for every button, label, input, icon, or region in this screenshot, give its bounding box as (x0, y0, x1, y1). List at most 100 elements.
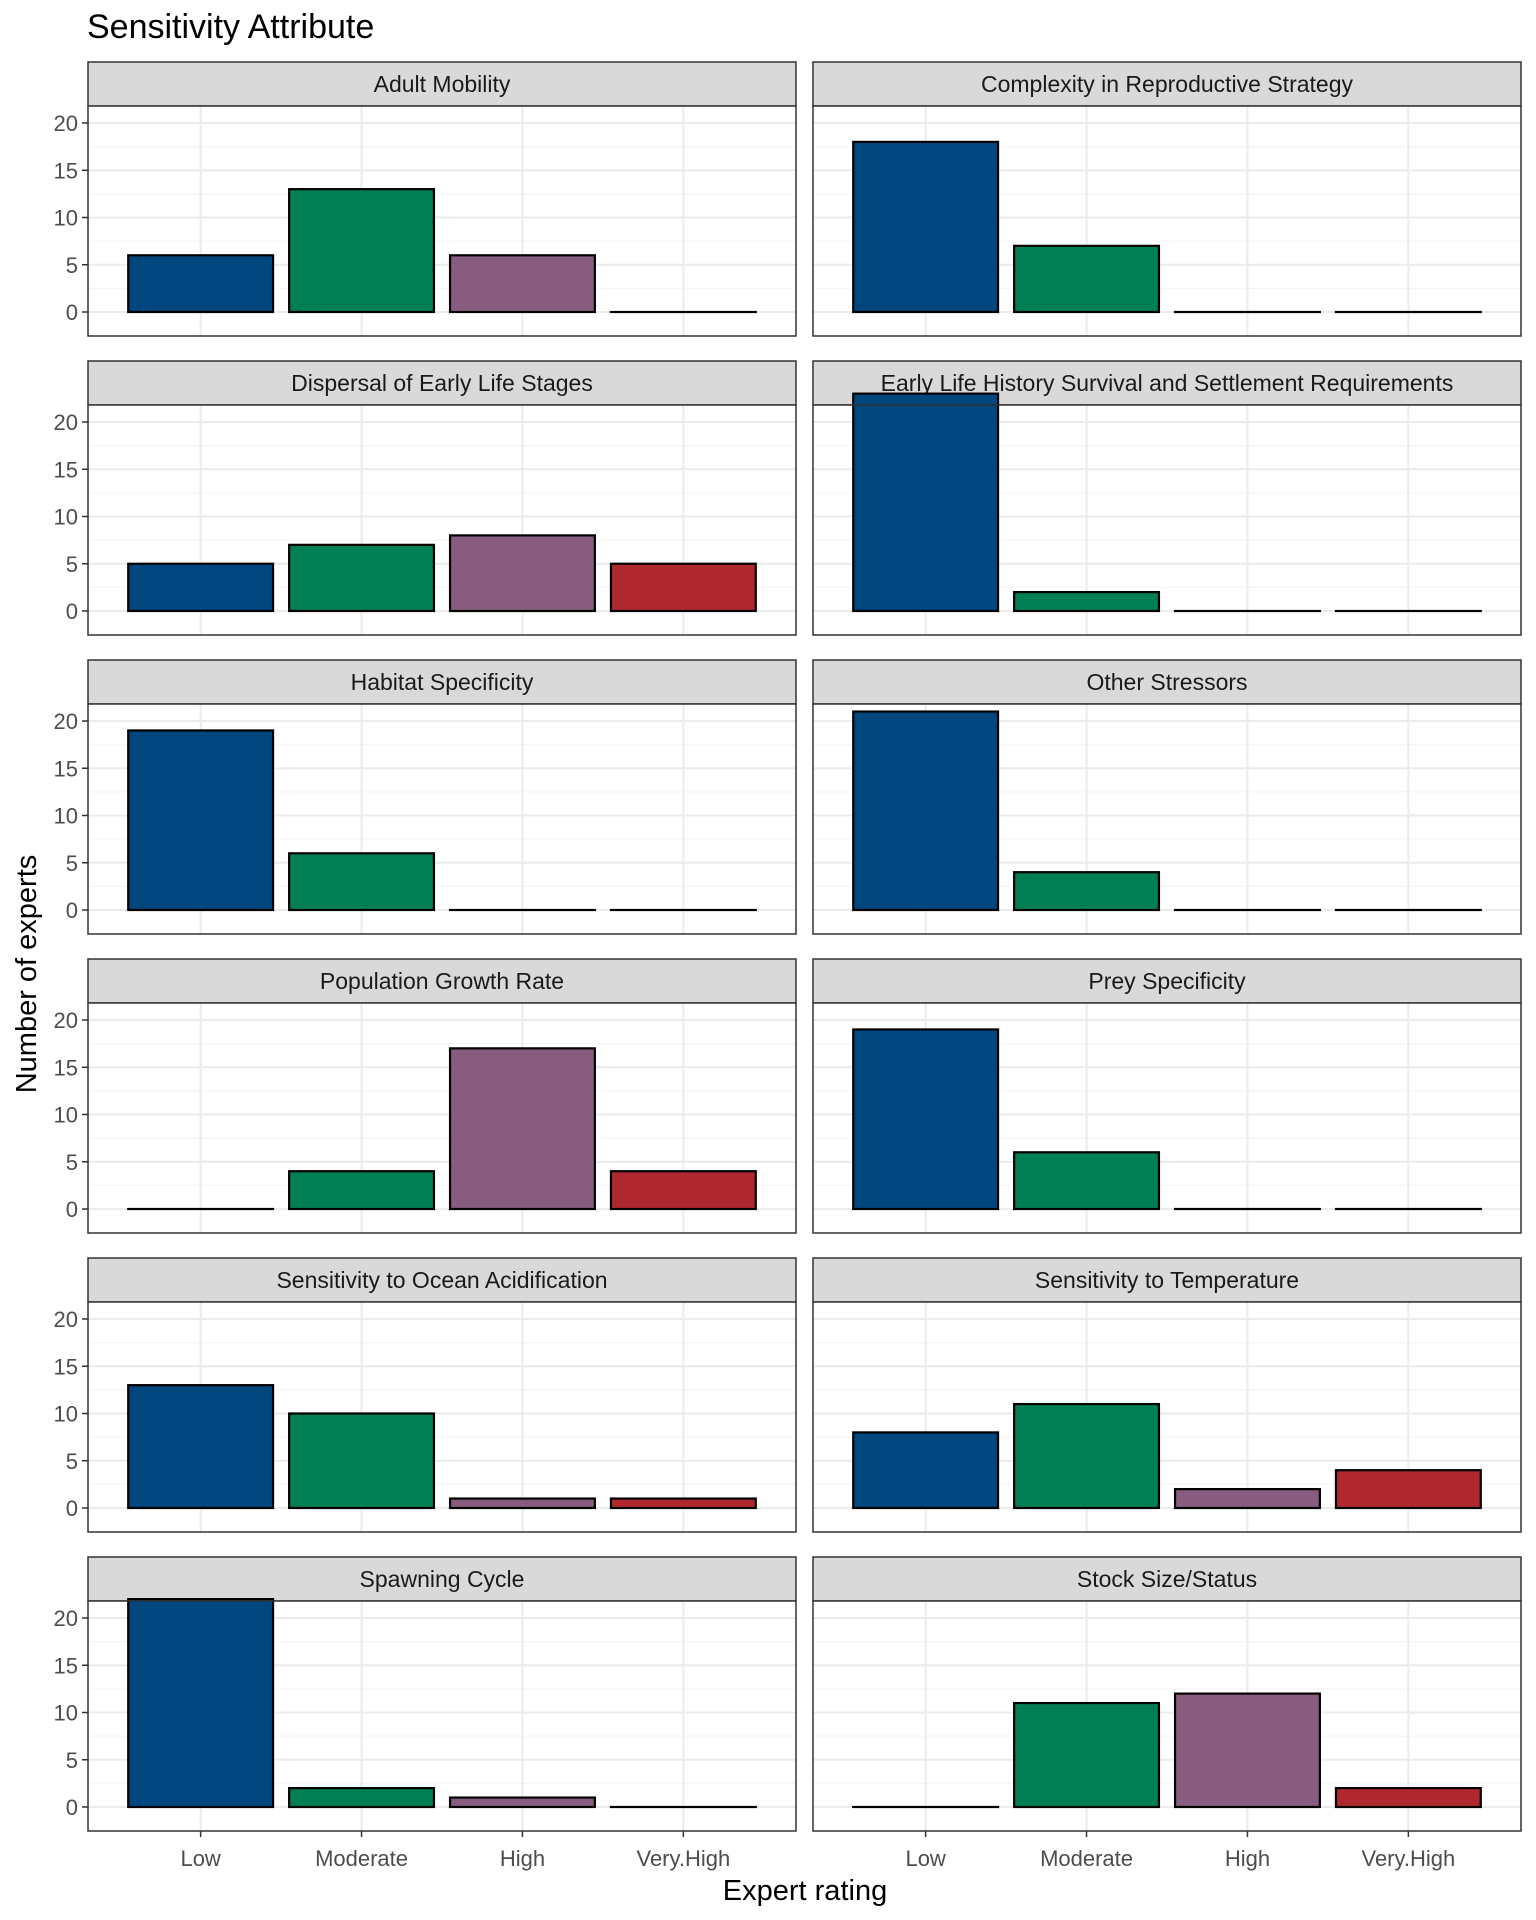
panel-border (812, 1301, 1522, 1533)
bar-very-high (609, 1170, 757, 1211)
facet-strip (812, 958, 1522, 1004)
bar-moderate (1013, 1151, 1161, 1211)
bar-high (448, 1497, 596, 1510)
bar-high (1173, 1692, 1321, 1809)
y-tick-label: 10 (54, 505, 78, 530)
y-tick-label: 5 (66, 253, 78, 278)
x-tick-label: Moderate (1040, 1846, 1133, 1871)
facet-panels: Adult Mobility 0 5 10 15 20 Complexity in Repr… (54, 61, 1522, 1871)
facet-strip-label: Habitat Specificity (351, 669, 534, 695)
bar-high (1173, 1487, 1321, 1510)
bar-moderate (288, 543, 436, 613)
facet-strip (812, 1556, 1522, 1602)
y-tick-label: 15 (54, 1055, 78, 1080)
panel-border (812, 105, 1522, 337)
facet-strip (87, 360, 797, 406)
bar-low (852, 1028, 1000, 1211)
bar-moderate (288, 1170, 436, 1211)
y-tick-label: 0 (66, 898, 78, 923)
y-tick-label: 20 (54, 1008, 78, 1033)
facet-strip-label: Sensitivity to Temperature (1035, 1267, 1299, 1293)
panel-border (87, 105, 797, 337)
x-tick-label: Low (180, 1846, 220, 1871)
panel-border (812, 1600, 1522, 1832)
panel-border (87, 1301, 797, 1533)
facet-panel: Dispersal of Early Life Stages 0 5 10 15 20 (54, 360, 797, 636)
panel-border (812, 703, 1522, 935)
y-tick-label: 15 (54, 756, 78, 781)
bar-moderate (288, 1786, 436, 1809)
bar-low (852, 1431, 1000, 1510)
y-tick-label: 5 (66, 851, 78, 876)
x-tick-label: High (1225, 1846, 1270, 1871)
facet-panel: Stock Size/Status Low Moderate High Very.Hig… (812, 1556, 1522, 1871)
y-tick-label: 5 (66, 1748, 78, 1773)
facet-strip (812, 659, 1522, 705)
y-tick-label: 0 (66, 1197, 78, 1222)
facet-strip-label: Stock Size/Status (1077, 1566, 1257, 1592)
panel-border (87, 1600, 797, 1832)
facet-panel: Habitat Specificity 0 5 10 15 20 (54, 659, 797, 935)
bar-high (448, 1796, 596, 1809)
facet-strip-label: Adult Mobility (374, 71, 511, 97)
bar-low (127, 254, 275, 314)
y-tick-label: 15 (54, 457, 78, 482)
y-tick-label: 0 (66, 1496, 78, 1521)
facet-panel: Spawning Cycle 0 5 10 15 20 Low Moderate High Ver… (54, 1556, 797, 1871)
x-tick-label: Moderate (315, 1846, 408, 1871)
facet-strip-label: Complexity in Reproductive Strategy (981, 71, 1353, 97)
panel-border (812, 1002, 1522, 1234)
bar-moderate (288, 188, 436, 314)
bar-moderate (1013, 1402, 1161, 1510)
panel-border (87, 404, 797, 636)
bar-low (127, 562, 275, 613)
facet-strip (87, 61, 797, 107)
bar-low (852, 710, 1000, 912)
bar-very-high (609, 562, 757, 613)
y-tick-label: 10 (54, 1103, 78, 1128)
bar-low (127, 729, 275, 912)
chart-title: Sensitivity Attribute (87, 8, 374, 46)
y-tick-label: 20 (54, 1307, 78, 1332)
y-tick-label: 5 (66, 552, 78, 577)
facet-panel: Complexity in Reproductive Strategy (812, 61, 1522, 337)
facet-strip-label: Population Growth Rate (320, 968, 564, 994)
y-tick-label: 10 (54, 1402, 78, 1427)
x-tick-label: Very.High (1361, 1846, 1455, 1871)
facet-strip-label: Other Stressors (1086, 669, 1247, 695)
facet-panel: Prey Specificity (812, 958, 1522, 1234)
y-tick-label: 0 (66, 1795, 78, 1820)
facet-panel: Population Growth Rate 0 5 10 15 20 (54, 958, 797, 1234)
y-tick-label: 20 (54, 111, 78, 136)
x-axis-title: Expert rating (723, 1875, 887, 1907)
bar-moderate (288, 852, 436, 912)
facet-strip-label: Spawning Cycle (360, 1566, 525, 1592)
panel-border (87, 703, 797, 935)
facet-panel: Sensitivity to Temperature (812, 1257, 1522, 1533)
bar-high (448, 1047, 596, 1211)
facet-panel: Sensitivity to Ocean Acidification 0 5 10 15… (54, 1257, 797, 1533)
facet-strip-label: Dispersal of Early Life Stages (291, 370, 593, 396)
y-tick-label: 15 (54, 158, 78, 183)
bar-moderate (1013, 590, 1161, 613)
bar-high (448, 254, 596, 314)
facet-strip-label: Early Life History Survival and Settleme… (881, 370, 1454, 396)
facet-strip (812, 1257, 1522, 1303)
facet-strip (87, 659, 797, 705)
bar-low (852, 140, 1000, 314)
facet-strip (812, 61, 1522, 107)
facet-panel: Early Life History Survival and Settleme… (812, 360, 1522, 636)
bar-very-high (609, 1497, 757, 1510)
bar-high (448, 534, 596, 613)
bar-moderate (1013, 244, 1161, 314)
facet-strip (87, 958, 797, 1004)
y-tick-label: 20 (54, 1606, 78, 1631)
y-tick-label: 10 (54, 1701, 78, 1726)
x-tick-label: High (500, 1846, 545, 1871)
y-tick-label: 0 (66, 300, 78, 325)
y-tick-label: 20 (54, 709, 78, 734)
facet-strip-label: Prey Specificity (1088, 968, 1246, 994)
x-tick-label: Very.High (636, 1846, 730, 1871)
